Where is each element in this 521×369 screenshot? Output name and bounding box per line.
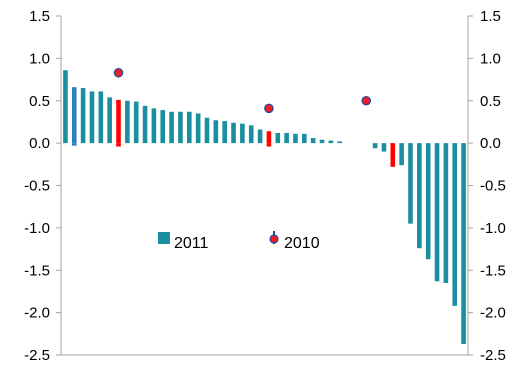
bar-2011-25: [284, 132, 289, 144]
right-tick-label-2: 0.5: [480, 93, 501, 110]
bar-2011-20: [240, 123, 245, 144]
bar-2011-40: [417, 143, 422, 249]
bar-2011-21: [248, 125, 254, 144]
bar-2011-17: [213, 120, 219, 144]
bar-2011-37: [390, 143, 396, 167]
left-tick-label-1: 1.0: [29, 50, 50, 67]
right-tick-label-4: -0.5: [480, 178, 506, 195]
bar-2011-42: [434, 143, 440, 282]
left-tick-label-3: 0.0: [29, 135, 50, 152]
left-tick-label-0: 1.5: [29, 8, 50, 25]
left-tick-label-4: -0.5: [24, 178, 50, 195]
bar-2011-35: [372, 143, 378, 149]
bar-2011-23: [266, 131, 272, 144]
bar-2011-4: [98, 91, 104, 144]
axes-layer: [60, 16, 469, 356]
right-tick-label-3: 0.0: [480, 135, 501, 152]
ticks-layer: 1.5 1.5 1.0 1.0 0.5 0.5 0.0 0.0 -0.5 -0.5 -1.0 -1.0…: [24, 8, 506, 364]
bar-2011-1: [71, 87, 77, 144]
bar-2011-31: [337, 141, 343, 144]
bar-2011-43: [443, 143, 449, 283]
bar-extra-6: [116, 143, 121, 147]
right-tick-label-1: 1.0: [480, 50, 501, 67]
bar-2011-38: [399, 143, 404, 166]
bar-2011-28: [310, 138, 316, 144]
right-tick-label-8: -2.5: [480, 347, 506, 364]
bar-2011-10: [151, 108, 157, 144]
bars-layer: [63, 70, 466, 344]
legend-bar-label: 2011: [174, 235, 209, 252]
bar-2011-18: [222, 121, 227, 144]
bar-extra-1: [71, 143, 77, 146]
bar-2011-41: [425, 143, 431, 260]
legend-marker-icon: [269, 234, 279, 244]
bar-2011-5: [107, 97, 112, 144]
left-tick-label-6: -1.5: [24, 262, 50, 279]
bar-extra-23: [266, 143, 272, 147]
bar-2011-11: [160, 110, 166, 144]
bar-2011-8: [133, 101, 139, 144]
bar-2011-36: [381, 143, 387, 152]
legend-marker-label: 2010: [284, 235, 320, 252]
bar-2011-30: [328, 140, 334, 144]
bar-2011-0: [63, 70, 68, 144]
bar-2011-12: [169, 111, 174, 144]
bar-2011-39: [408, 143, 413, 224]
bar-2011-45: [461, 143, 466, 344]
right-tick-label-6: -1.5: [480, 262, 506, 279]
markers-layer: [113, 67, 372, 114]
legend-bar-swatch: [158, 232, 170, 244]
left-tick-label-8: -2.5: [24, 347, 50, 364]
bar-2011-26: [293, 133, 298, 144]
left-tick-label-2: 0.5: [29, 93, 50, 110]
legend: 2011 2010: [158, 231, 320, 252]
bar-2011-24: [275, 132, 281, 144]
right-tick-label-5: -1.0: [480, 220, 506, 237]
bar-2011-2: [80, 88, 86, 144]
bar-2011-14: [186, 111, 192, 144]
right-tick-label-0: 1.5: [480, 8, 501, 25]
bar-2011-15: [195, 113, 201, 144]
bar-2011-22: [257, 129, 263, 144]
left-tick-label-5: -1.0: [24, 220, 50, 237]
bar-2011-13: [178, 111, 183, 144]
bar-2011-19: [231, 122, 236, 144]
bar-2011-3: [89, 91, 95, 144]
marker-2010-2: [361, 95, 372, 106]
bar-2011-16: [204, 117, 210, 144]
bar-2011-44: [452, 143, 458, 306]
bar-2011-29: [319, 139, 325, 144]
marker-2010-1: [264, 103, 274, 114]
bar-2011-7: [125, 100, 130, 144]
bar-2011-9: [142, 105, 148, 144]
bar-2011-6: [116, 99, 121, 144]
left-tick-label-7: -2.0: [24, 305, 50, 322]
bar-2011-27: [302, 133, 307, 144]
marker-2010-0: [113, 67, 124, 78]
right-tick-label-7: -2.0: [480, 305, 506, 322]
